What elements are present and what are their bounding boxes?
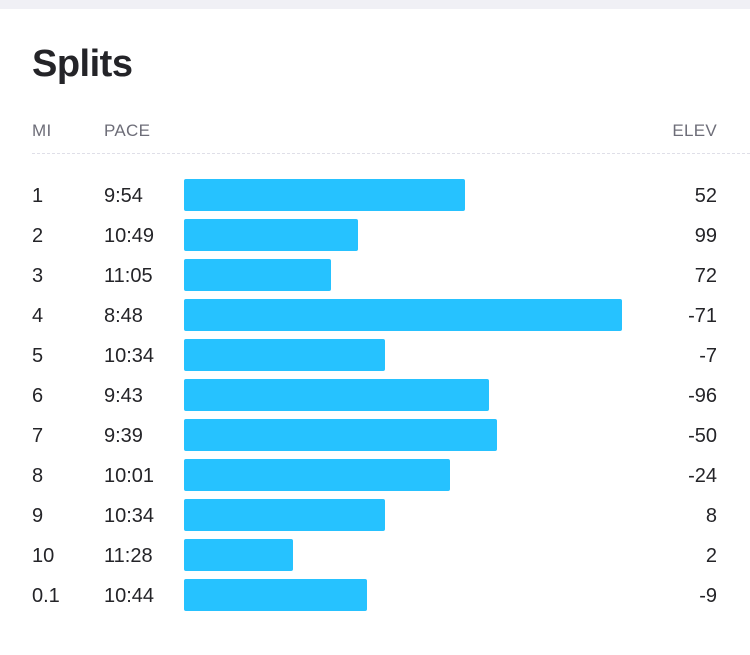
split-mile: 2: [32, 225, 44, 247]
split-mile: 5: [32, 345, 44, 367]
split-pace: 9:43: [104, 385, 143, 407]
split-pace: 11:28: [104, 545, 153, 567]
split-pace: 10:01: [104, 465, 155, 487]
split-pace-bar: [184, 419, 497, 451]
split-row: 1 9:54 52: [0, 179, 750, 220]
split-pace-bar: [184, 579, 367, 611]
split-mile: 1: [32, 185, 44, 207]
split-elevation: -50: [688, 425, 717, 447]
header-divider: [32, 153, 750, 154]
split-mile: 10: [32, 545, 55, 567]
column-header-pace: PACE: [104, 121, 151, 140]
split-elevation: -7: [699, 345, 717, 367]
split-pace: 10:44: [104, 585, 155, 607]
split-pace-bar: [184, 379, 489, 411]
top-background-strip: [0, 0, 750, 9]
split-pace: 9:39: [104, 425, 143, 447]
split-pace-bar: [184, 539, 293, 571]
split-row: 4 8:48 -71: [0, 299, 750, 340]
split-pace-bar: [184, 299, 622, 331]
split-row: 5 10:34 -7: [0, 339, 750, 380]
split-pace: 11:05: [104, 265, 153, 287]
split-pace-bar: [184, 179, 465, 211]
split-pace: 10:49: [104, 225, 155, 247]
column-header-elev: ELEV: [672, 121, 717, 140]
split-elevation: 2: [705, 545, 717, 567]
split-mile: 0.1: [32, 585, 60, 607]
split-mile: 8: [32, 465, 44, 487]
split-elevation: -24: [688, 465, 717, 487]
split-row: 2 10:49 99: [0, 219, 750, 260]
split-pace: 9:54: [104, 185, 143, 207]
split-row: 0.1 10:44 -9: [0, 579, 750, 620]
split-elevation: 99: [694, 225, 717, 247]
split-pace-bar: [184, 459, 450, 491]
split-elevation: 72: [694, 265, 717, 287]
split-pace-bar: [184, 259, 331, 291]
split-mile: 6: [32, 385, 44, 407]
split-elevation: 52: [694, 185, 717, 207]
split-mile: 4: [32, 305, 44, 327]
split-row: 9 10:34 8: [0, 499, 750, 540]
split-row: 8 10:01 -24: [0, 459, 750, 500]
split-row: 3 11:05 72: [0, 259, 750, 300]
column-header-mi: MI: [32, 121, 52, 140]
split-pace: 8:48: [104, 305, 143, 327]
split-row: 6 9:43 -96: [0, 379, 750, 420]
split-elevation: 8: [705, 505, 717, 527]
split-pace-bar: [184, 499, 385, 531]
split-elevation: -96: [688, 385, 717, 407]
split-elevation: -9: [699, 585, 717, 607]
split-pace-bar: [184, 219, 358, 251]
split-elevation: -71: [688, 305, 717, 327]
split-mile: 9: [32, 505, 44, 527]
split-row: 7 9:39 -50: [0, 419, 750, 460]
page-title: Splits: [32, 43, 133, 85]
split-pace-bar: [184, 339, 385, 371]
split-row: 10 11:28 2: [0, 539, 750, 580]
splits-card: Splits MI PACE ELEV 1 9:54 52 2 10:49 99 3 11:0…: [0, 9, 750, 655]
split-pace: 10:34: [104, 505, 155, 527]
split-mile: 7: [32, 425, 44, 447]
split-mile: 3: [32, 265, 44, 287]
split-pace: 10:34: [104, 345, 155, 367]
